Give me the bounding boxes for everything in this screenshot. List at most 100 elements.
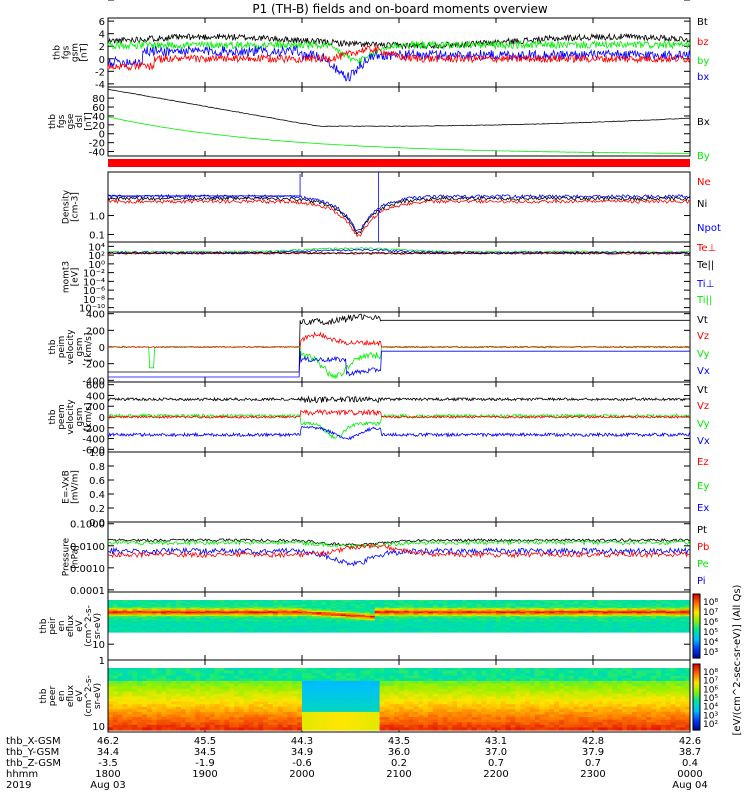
heatmap-cell (491, 621, 497, 624)
heatmap-cell (394, 724, 400, 728)
heatmap-cell (631, 600, 638, 602)
heatmap-cell (651, 625, 657, 628)
heatmap-cell (442, 680, 448, 685)
heatmap-cell (321, 612, 327, 614)
heatmap-cell (442, 617, 448, 620)
heatmap-cell (238, 621, 245, 624)
heatmap-cell (365, 701, 371, 705)
heatmap-cell (238, 668, 245, 672)
heatmap-cell (379, 696, 385, 700)
heatmap-cell (447, 626, 453, 629)
heatmap-cell (563, 613, 570, 616)
heatmap-cell (486, 610, 492, 613)
heatmap-cell (452, 709, 458, 713)
heatmap-cell (665, 601, 672, 604)
heatmap-cell (345, 673, 351, 677)
y-tick-label: 10² (88, 251, 105, 262)
heatmap-cell (156, 719, 162, 723)
heatmap-cell (631, 604, 638, 606)
heatmap-cell (350, 613, 356, 616)
heatmap-cell (369, 693, 376, 697)
heatmap-cell (374, 616, 381, 618)
heatmap-cell (190, 621, 196, 624)
heatmap-cell (631, 622, 638, 625)
heatmap-cell (500, 617, 507, 620)
heatmap-cell (175, 686, 182, 690)
heatmap-cell (423, 610, 429, 613)
heatmap-cell (200, 609, 206, 612)
heatmap-cell (268, 605, 274, 608)
heatmap-cell (146, 696, 153, 700)
heatmap-cell (108, 696, 114, 700)
heatmap-cell (350, 711, 356, 716)
heatmap-cell (626, 613, 633, 616)
legend-entry: Ex (697, 503, 709, 514)
heatmap-cell (180, 717, 187, 721)
heatmap-cell (466, 604, 473, 606)
heatmap-cell (263, 696, 269, 700)
heatmap-cell (360, 626, 366, 629)
heatmap-cell (297, 693, 303, 697)
heatmap-cell (510, 625, 516, 628)
heatmap-cell (122, 714, 128, 718)
heatmap-cell (117, 621, 124, 624)
heatmap-cell (122, 620, 128, 622)
heatmap-cell (413, 678, 419, 682)
heatmap-cell (428, 683, 434, 687)
heatmap-cell (277, 605, 284, 608)
y-tick-label: 0.0010 (70, 564, 105, 575)
heatmap-cell (272, 688, 279, 692)
heatmap-cell (302, 688, 308, 692)
heatmap-cell (626, 626, 633, 629)
heatmap-cell (437, 626, 444, 629)
heatmap-cell (394, 673, 400, 677)
heatmap-cell (302, 602, 308, 605)
heatmap-cell (374, 604, 381, 606)
heatmap-cell (379, 704, 385, 708)
heatmap-cell (326, 691, 332, 695)
heatmap-cell (238, 724, 245, 728)
heatmap-cell (185, 613, 191, 616)
heatmap-cell (423, 606, 429, 609)
heatmap-cell (355, 609, 361, 612)
heatmap-cell (651, 626, 657, 629)
heatmap-cell (602, 608, 609, 610)
heatmap-cell (539, 604, 545, 606)
heatmap-cell (646, 613, 652, 616)
heatmap-cell (340, 613, 347, 616)
heatmap-cell (200, 616, 206, 618)
heatmap-cell (432, 683, 439, 687)
heatmap-cell (379, 722, 385, 726)
heatmap-cell (660, 624, 667, 626)
heatmap-cell (612, 606, 618, 609)
heatmap-cell (200, 706, 206, 710)
heatmap-cell (360, 610, 366, 613)
heatmap-cell (234, 699, 240, 703)
heatmap-cell (505, 621, 512, 624)
heatmap-cell (389, 602, 395, 605)
heatmap-cell (185, 600, 191, 602)
heatmap-cell (214, 617, 221, 620)
heatmap-cell (195, 670, 201, 674)
heatmap-cell (641, 628, 647, 630)
heatmap-cell (505, 609, 512, 612)
heatmap-cell (496, 625, 502, 628)
heatmap-cell (355, 719, 361, 723)
heatmap-cell (360, 629, 366, 632)
heatmap-cell (180, 612, 187, 614)
heatmap-cell (680, 614, 686, 617)
heatmap-cell (112, 609, 119, 612)
heatmap-cell (268, 714, 274, 718)
heatmap-cell (622, 624, 628, 626)
heatmap-cell (389, 727, 395, 731)
heatmap-cell (190, 626, 196, 629)
heatmap-cell (122, 675, 128, 679)
heatmap-cell (311, 629, 318, 632)
heatmap-cell (238, 604, 245, 606)
heatmap-cell (423, 608, 429, 610)
heatmap-cell (112, 616, 119, 618)
heatmap-cell (520, 622, 526, 625)
heatmap-cell (505, 622, 512, 625)
y-axis-label: gse (66, 113, 76, 129)
heatmap-cell (505, 629, 512, 632)
